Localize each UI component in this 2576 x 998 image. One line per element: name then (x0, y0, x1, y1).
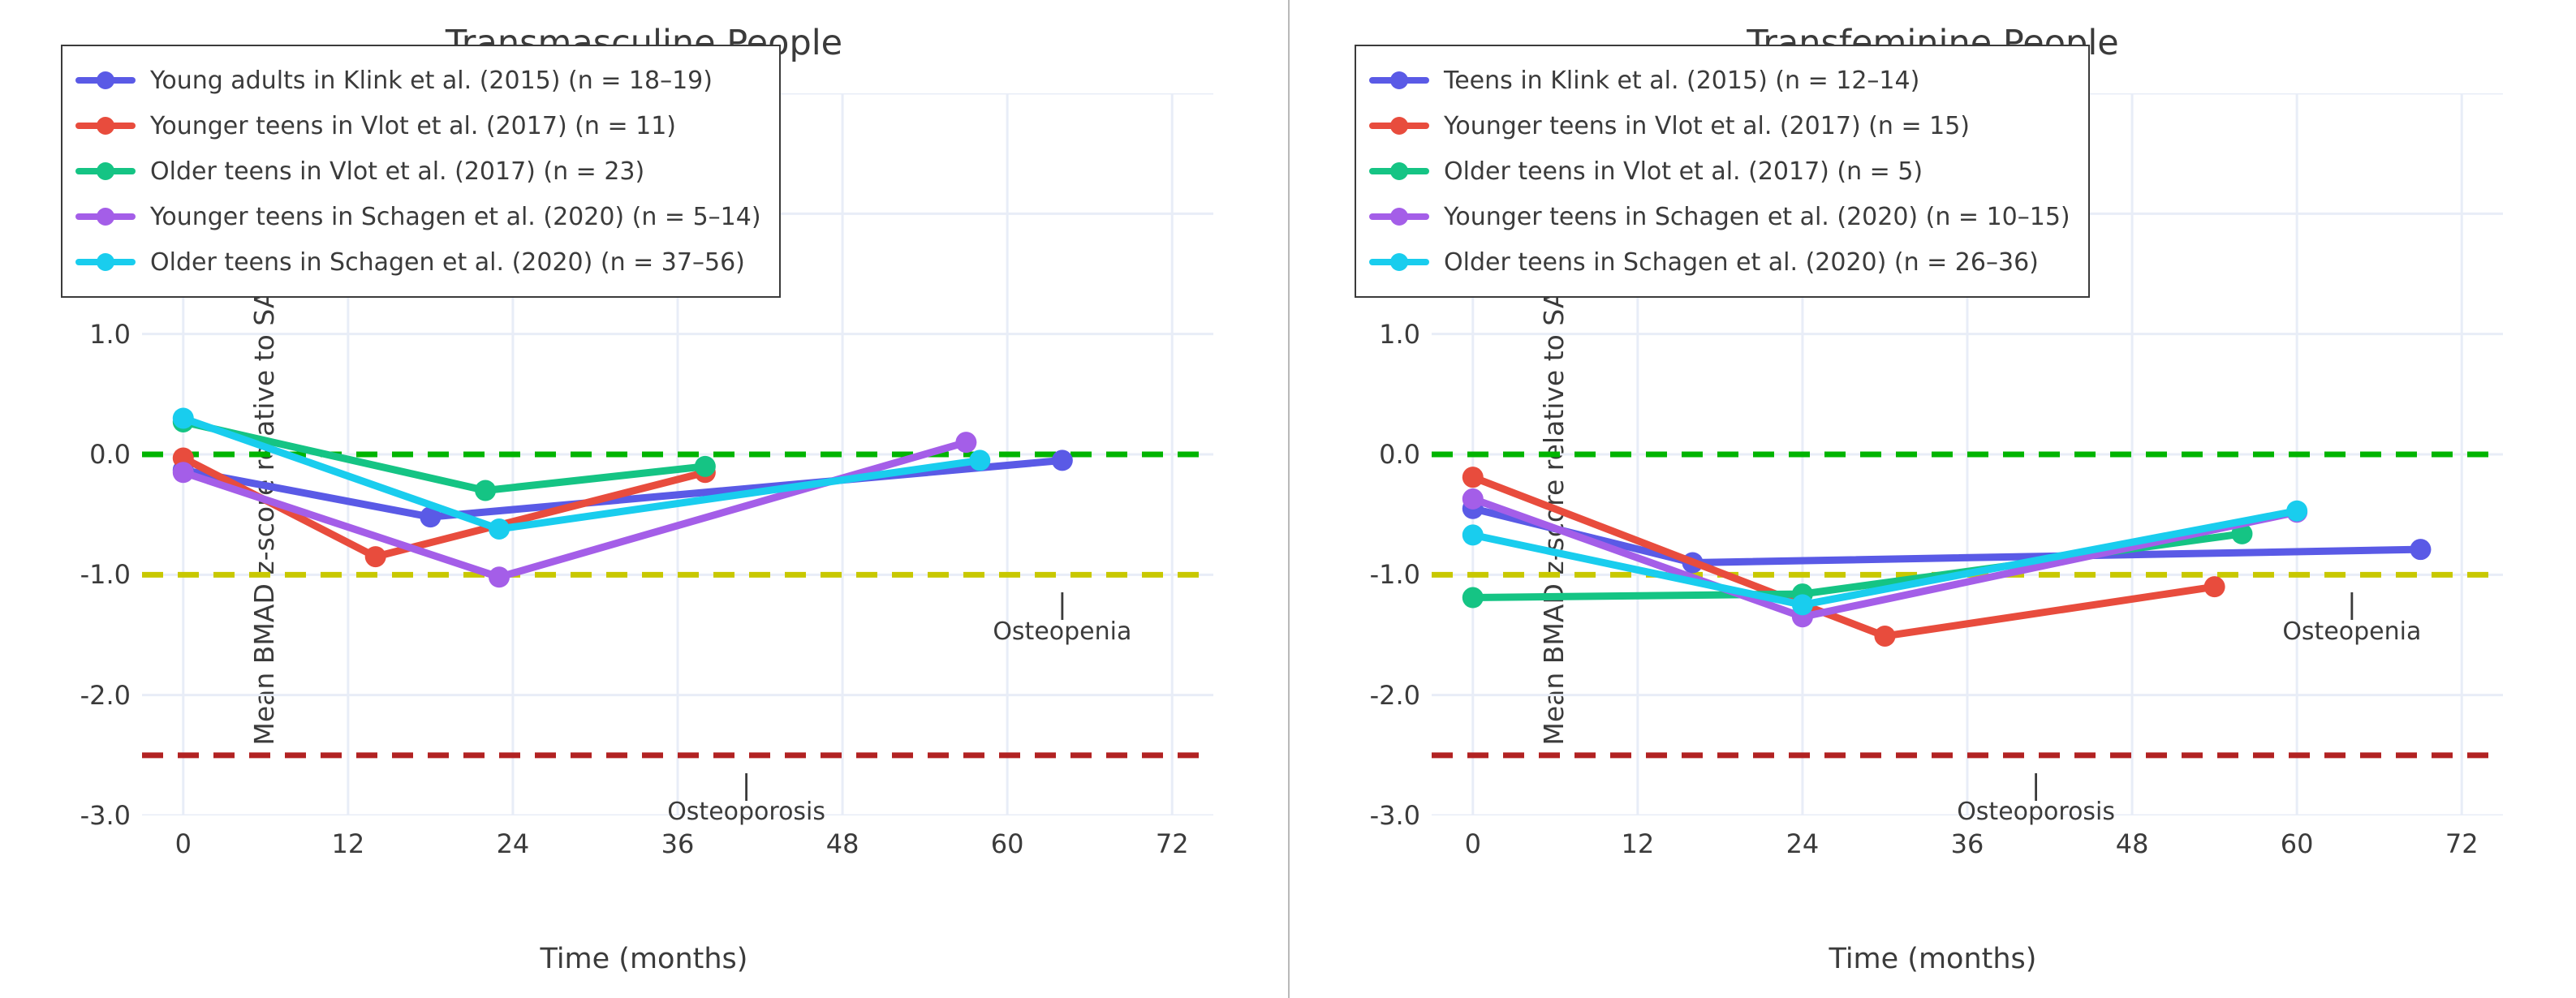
legend-line-marker-icon (1369, 117, 1429, 135)
legend-line-marker-icon (1369, 253, 1429, 271)
legend-line-marker-icon (75, 208, 136, 226)
x-tick-12: 12 (1621, 828, 1655, 859)
panel-transmasculine: Transmasculine People Mean BMAD z-score … (61, 23, 1213, 975)
legend-dot-icon (1390, 117, 1408, 135)
legend-item[interactable]: Older teens in Schagen et al. (2020) (n … (75, 239, 761, 285)
x-tick-72: 72 (1155, 828, 1189, 859)
y-tick-1.0: 1.0 (1379, 318, 1420, 350)
y-tick--3.0: -3.0 (1369, 800, 1420, 831)
x-tick-0: 0 (174, 828, 192, 859)
legend-item[interactable]: Older teens in Schagen et al. (2020) (n … (1369, 239, 2070, 285)
legend-label: Younger teens in Vlot et al. (2017) (n =… (1444, 111, 1970, 140)
x-tick-60: 60 (990, 828, 1024, 859)
legend-line-marker-icon (75, 71, 136, 89)
legend-label: Younger teens in Vlot et al. (2017) (n =… (150, 111, 676, 140)
legend-item[interactable]: Younger teens in Schagen et al. (2020) (… (75, 194, 761, 239)
panel-transfeminine: Transfeminine People Mean BMAD z-score r… (1288, 0, 2576, 998)
legend-right[interactable]: Teens in Klink et al. (2015) (n = 12–14)… (1355, 45, 2090, 298)
legend-item[interactable]: Teens in Klink et al. (2015) (n = 12–14) (1369, 58, 2070, 103)
legend-dot-icon (1390, 71, 1408, 89)
legend-item[interactable]: Younger teens in Vlot et al. (2017) (n =… (75, 103, 761, 148)
legend-label: Older teens in Schagen et al. (2020) (n … (150, 247, 745, 277)
y-tick--2.0: -2.0 (80, 679, 131, 711)
annotation-label: Osteopenia (993, 617, 1132, 646)
legend-label: Older teens in Schagen et al. (2020) (n … (1444, 247, 2039, 277)
x-tick-72: 72 (2445, 828, 2479, 859)
annotation-osteopenia: | Osteopenia (2282, 588, 2422, 646)
x-tick-24: 24 (1786, 828, 1820, 859)
legend-dot-icon (1390, 162, 1408, 180)
y-tick-1.0: 1.0 (89, 318, 131, 350)
legend-dot-icon (97, 208, 114, 226)
x-tick-36: 36 (661, 828, 695, 859)
legend-item[interactable]: Older teens in Vlot et al. (2017) (n = 5… (1369, 148, 2070, 194)
legend-label: Older teens in Vlot et al. (2017) (n = 2… (150, 157, 645, 186)
legend-item[interactable]: Young adults in Klink et al. (2015) (n =… (75, 58, 761, 103)
legend-line-marker-icon (1369, 208, 1429, 226)
y-tick-0.0: 0.0 (1379, 439, 1420, 470)
y-tick--3.0: -3.0 (80, 800, 131, 831)
y-tick--1.0: -1.0 (1369, 559, 1420, 591)
annotation-label: Osteopenia (2282, 617, 2422, 646)
annotation-tickmark-icon: | (2031, 768, 2041, 802)
y-tick-0.0: 0.0 (89, 439, 131, 470)
legend-dot-icon (97, 71, 114, 89)
legend-item[interactable]: Older teens in Vlot et al. (2017) (n = 2… (75, 148, 761, 194)
x-tick-48: 48 (825, 828, 859, 859)
legend-dot-icon (1390, 253, 1408, 271)
annotation-tickmark-icon: | (2347, 588, 2357, 622)
y-tick--2.0: -2.0 (1369, 679, 1420, 711)
legend-dot-icon (97, 117, 114, 135)
legend-label: Teens in Klink et al. (2015) (n = 12–14) (1444, 66, 1920, 95)
legend-line-marker-icon (75, 253, 136, 271)
x-tick-12: 12 (331, 828, 365, 859)
annotation-tickmark-icon: | (1058, 588, 1067, 622)
annotation-osteoporosis: | Osteoporosis (667, 768, 826, 827)
y-tick--1.0: -1.0 (80, 559, 131, 591)
legend-left[interactable]: Young adults in Klink et al. (2015) (n =… (61, 45, 781, 298)
x-tick-60: 60 (2280, 828, 2314, 859)
legend-item[interactable]: Younger teens in Vlot et al. (2017) (n =… (1369, 103, 2070, 148)
x-tick-24: 24 (496, 828, 530, 859)
legend-line-marker-icon (75, 162, 136, 180)
annotation-osteopenia: | Osteopenia (993, 588, 1132, 646)
annotation-label: Osteoporosis (667, 798, 826, 827)
annotation-tickmark-icon: | (741, 768, 752, 802)
legend-dot-icon (97, 253, 114, 271)
x-tick-36: 36 (1950, 828, 1984, 859)
x-axis-label: Time (months) (1829, 943, 2037, 975)
legend-dot-icon (97, 162, 114, 180)
legend-line-marker-icon (75, 117, 136, 135)
x-tick-48: 48 (2115, 828, 2149, 859)
annotation-label: Osteoporosis (1957, 798, 2116, 827)
legend-label: Young adults in Klink et al. (2015) (n =… (150, 66, 713, 95)
x-axis-label: Time (months) (540, 943, 748, 975)
legend-label: Older teens in Vlot et al. (2017) (n = 5… (1444, 157, 1923, 186)
legend-label: Younger teens in Schagen et al. (2020) (… (150, 202, 761, 231)
x-tick-0: 0 (1464, 828, 1481, 859)
plot-svg (1432, 93, 2503, 815)
legend-line-marker-icon (1369, 71, 1429, 89)
legend-label: Younger teens in Schagen et al. (2020) (… (1444, 202, 2070, 231)
annotation-osteoporosis: | Osteoporosis (1957, 768, 2116, 827)
legend-line-marker-icon (1369, 162, 1429, 180)
legend-dot-icon (1390, 208, 1408, 226)
legend-item[interactable]: Younger teens in Schagen et al. (2020) (… (1369, 194, 2070, 239)
